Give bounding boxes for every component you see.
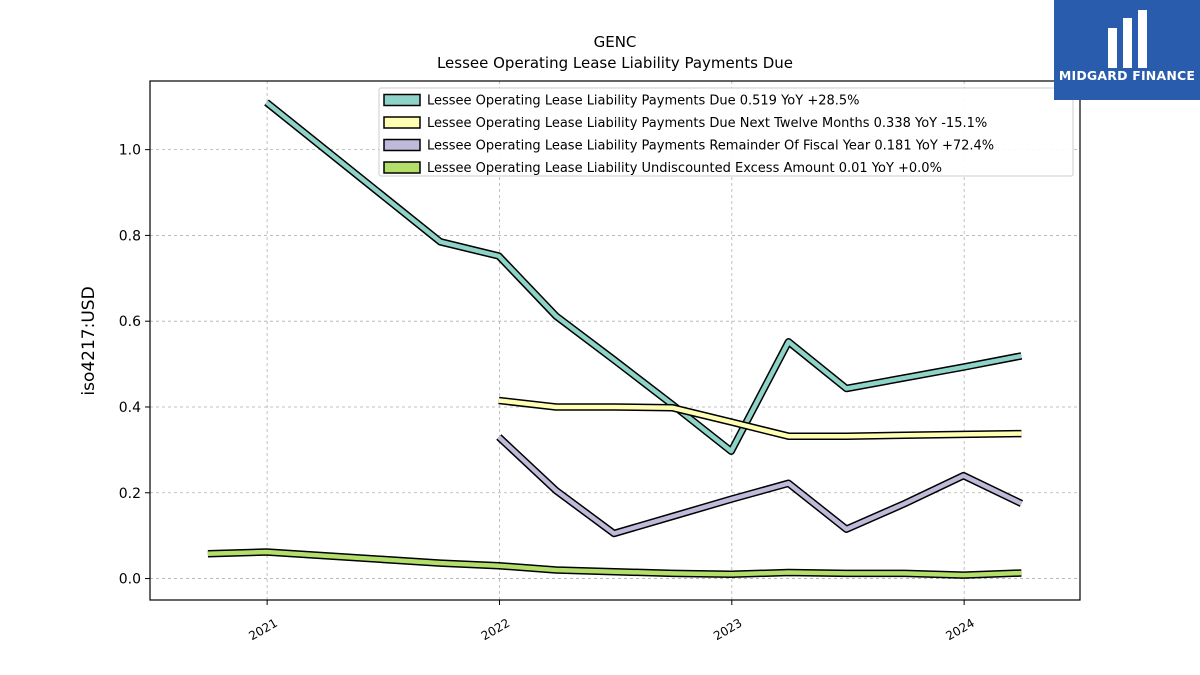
legend-label: Lessee Operating Lease Liability Payment… [427,139,994,154]
series-line-2 [498,398,1022,439]
y-tick-label: 0.0 [119,572,141,588]
legend-label: Lessee Operating Lease Liability Payment… [427,94,860,109]
series-line-3 [497,435,1023,536]
legend-swatch [383,138,421,152]
y-tick-label: 0.6 [119,314,141,330]
x-tick-label: 2024 [943,616,976,643]
x-tick-label: 2021 [246,616,279,643]
legend: Lessee Operating Lease Liability Payment… [378,87,1074,177]
legend-swatch [383,93,421,107]
legend-box [378,87,1074,177]
legend-label: Lessee Operating Lease Liability Payment… [427,116,987,131]
x-tick-label: 2023 [711,616,744,643]
y-tick-label: 0.8 [119,228,141,244]
x-tick-label: 2022 [479,616,512,643]
midgard-finance-logo: MIDGARD FINANCE [1054,0,1200,100]
series-line-4 [207,549,1022,578]
logo-mark-icon [1108,10,1147,68]
y-tick-label: 0.4 [119,400,141,416]
series-line-1 [265,100,1022,454]
legend-swatch [383,161,421,174]
legend-swatch [383,116,421,129]
y-tick-label: 1.0 [119,143,141,159]
legend-label: Lessee Operating Lease Liability Undisco… [427,161,942,176]
chart-title: GENC [594,33,637,51]
logo-text: MIDGARD FINANCE [1058,68,1196,83]
y-axis-label: iso4217:USD [79,286,99,395]
y-tick-label: 0.2 [119,486,141,502]
plot-frame [149,80,1081,601]
chart-subtitle: Lessee Operating Lease Liability Payment… [437,54,793,72]
series-layer [207,99,1024,579]
ticks: 0.0 0.2 0.4 0.6 0.8 1.0 2021 2022 2023 2024 [119,143,977,644]
